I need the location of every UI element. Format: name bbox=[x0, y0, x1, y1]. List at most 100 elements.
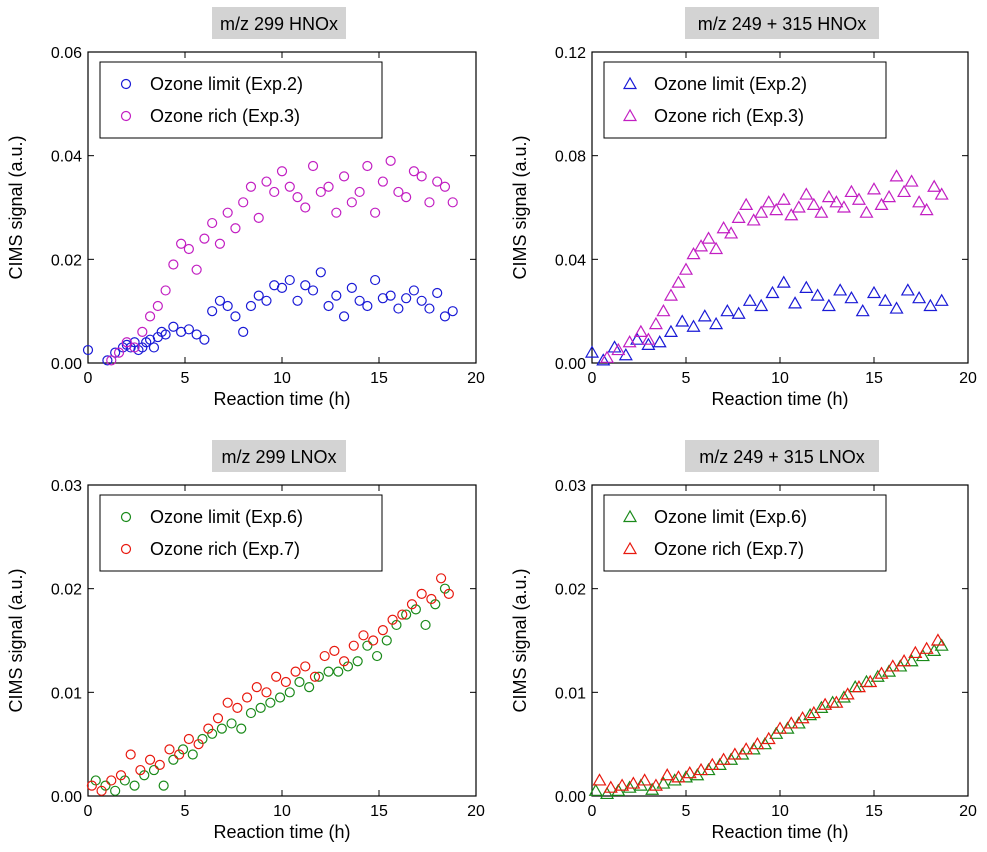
data-point bbox=[401, 609, 412, 620]
x-tick-label: 0 bbox=[588, 803, 597, 820]
data-point bbox=[129, 780, 140, 791]
y-axis-label: CIMS signal (a.u.) bbox=[510, 135, 530, 279]
series-2 bbox=[600, 169, 949, 363]
data-point bbox=[709, 241, 724, 255]
data-point bbox=[829, 195, 844, 208]
data-point bbox=[859, 205, 874, 218]
data-point bbox=[851, 192, 866, 205]
data-point bbox=[294, 676, 305, 688]
data-point bbox=[187, 749, 198, 760]
data-point bbox=[709, 316, 724, 330]
panel-title-background bbox=[685, 7, 879, 39]
data-point bbox=[222, 697, 233, 708]
data-point bbox=[261, 295, 272, 306]
data-point bbox=[222, 300, 233, 312]
x-tick-label: 20 bbox=[467, 370, 485, 387]
data-point bbox=[261, 687, 272, 698]
y-tick-label: 0.00 bbox=[51, 356, 82, 373]
legend-marker bbox=[622, 108, 638, 122]
data-point bbox=[742, 293, 757, 306]
data-point bbox=[592, 773, 607, 786]
data-point bbox=[866, 182, 882, 195]
data-point bbox=[912, 195, 927, 208]
data-point bbox=[203, 723, 214, 734]
data-point bbox=[245, 300, 257, 312]
data-point bbox=[878, 293, 893, 306]
data-point bbox=[401, 192, 412, 203]
data-point bbox=[408, 285, 420, 296]
x-tick-label: 10 bbox=[771, 370, 789, 387]
data-point bbox=[212, 713, 224, 724]
data-point bbox=[443, 588, 454, 599]
data-point bbox=[265, 697, 276, 708]
data-point bbox=[300, 661, 311, 672]
data-point bbox=[284, 687, 295, 698]
data-point bbox=[226, 718, 237, 729]
data-point bbox=[271, 671, 282, 682]
data-point bbox=[889, 301, 904, 314]
data-point bbox=[176, 238, 187, 249]
data-point bbox=[307, 285, 319, 296]
data-point bbox=[121, 337, 132, 348]
x-tick-label: 20 bbox=[959, 803, 977, 820]
x-tick-label: 15 bbox=[370, 803, 388, 820]
legend-box bbox=[99, 494, 383, 572]
panel-title: m/z 249 + 315 HNOx bbox=[698, 14, 867, 34]
data-point bbox=[686, 246, 701, 260]
panel-title: m/z 299 HNOx bbox=[220, 14, 338, 34]
data-point bbox=[584, 345, 600, 358]
data-point bbox=[338, 171, 350, 182]
data-point bbox=[656, 776, 671, 789]
x-tick-label: 15 bbox=[370, 370, 388, 387]
data-point bbox=[435, 573, 447, 584]
data-point bbox=[106, 355, 117, 366]
x-axis-label: Reaction time (h) bbox=[213, 822, 350, 842]
data-point bbox=[338, 311, 350, 322]
data-point bbox=[371, 650, 383, 662]
data-point bbox=[183, 733, 194, 745]
data-point bbox=[626, 776, 641, 789]
data-point bbox=[346, 282, 357, 293]
data-point bbox=[795, 711, 810, 724]
y-axis-label: CIMS signal (a.u.) bbox=[510, 568, 530, 712]
data-point bbox=[377, 625, 388, 636]
data-point bbox=[338, 656, 350, 667]
data-point bbox=[269, 186, 280, 198]
y-tick-label: 0.08 bbox=[555, 149, 586, 166]
series-2 bbox=[106, 155, 458, 366]
data-point bbox=[648, 778, 663, 791]
data-point bbox=[426, 593, 437, 605]
data-point bbox=[630, 332, 645, 345]
data-point bbox=[236, 723, 247, 734]
data-point bbox=[660, 768, 675, 781]
panel-title-background bbox=[212, 7, 346, 39]
data-point bbox=[447, 306, 458, 317]
data-point bbox=[588, 783, 603, 796]
data-point bbox=[216, 723, 227, 734]
data-point bbox=[836, 690, 851, 703]
data-point bbox=[174, 749, 185, 760]
data-point bbox=[401, 293, 412, 304]
data-point bbox=[904, 654, 919, 667]
data-point bbox=[199, 233, 210, 244]
data-point bbox=[776, 192, 791, 205]
data-point bbox=[716, 221, 731, 234]
data-point bbox=[274, 692, 286, 703]
data-point bbox=[168, 754, 179, 765]
data-point bbox=[934, 187, 949, 200]
legend-marker bbox=[120, 110, 132, 122]
legend-label: Ozone limit (Exp.2) bbox=[150, 74, 303, 94]
data-point bbox=[255, 702, 266, 713]
panel-title: m/z 299 LNOx bbox=[221, 447, 336, 467]
data-point bbox=[164, 744, 175, 755]
data-point bbox=[416, 295, 427, 306]
data-point bbox=[300, 202, 311, 213]
data-point bbox=[694, 762, 709, 776]
data-point bbox=[82, 344, 94, 356]
data-point bbox=[900, 283, 915, 296]
data-point bbox=[806, 197, 821, 211]
y-axis-label: CIMS signal (a.u.) bbox=[6, 135, 26, 279]
data-point bbox=[393, 303, 404, 314]
data-point bbox=[152, 300, 163, 312]
legend-marker bbox=[120, 78, 132, 90]
